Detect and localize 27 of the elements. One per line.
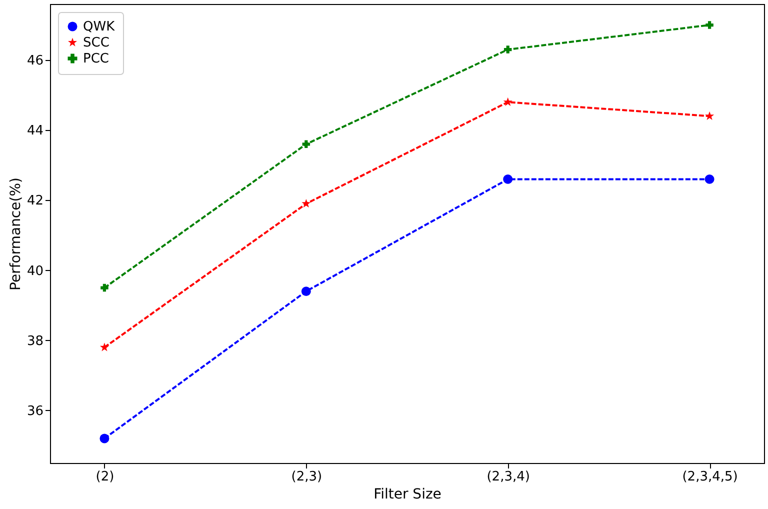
- point: [704, 174, 714, 184]
- x-tick-label: (2,3): [291, 470, 322, 484]
- point: [100, 284, 108, 292]
- x-tick-label: (2,3,4): [486, 470, 530, 484]
- x-tick-label: (2): [96, 470, 114, 484]
- point: [302, 198, 311, 208]
- point: [503, 174, 513, 184]
- point: [705, 111, 714, 120]
- x-tick-label: (2,3,4,5): [682, 470, 738, 484]
- point: [100, 434, 110, 444]
- y-axis-title: Performance(%): [8, 178, 24, 290]
- y-tick-label: 38: [26, 334, 44, 349]
- point: [503, 97, 512, 106]
- legend-label: PCC: [83, 52, 109, 66]
- y-tick-label: 44: [26, 124, 44, 139]
- legend-label: SCC: [83, 36, 110, 50]
- point: [504, 46, 512, 54]
- y-tick-label: 46: [26, 54, 44, 69]
- y-tick-label: 42: [26, 194, 44, 209]
- y-tick-label: 36: [26, 404, 44, 419]
- point: [100, 342, 109, 352]
- point: [706, 21, 714, 29]
- legend-label: QWK: [83, 20, 116, 34]
- x-axis-title: Filter Size: [374, 486, 442, 502]
- point: [302, 140, 310, 148]
- y-tick-label: 40: [26, 264, 44, 279]
- point: [301, 286, 311, 296]
